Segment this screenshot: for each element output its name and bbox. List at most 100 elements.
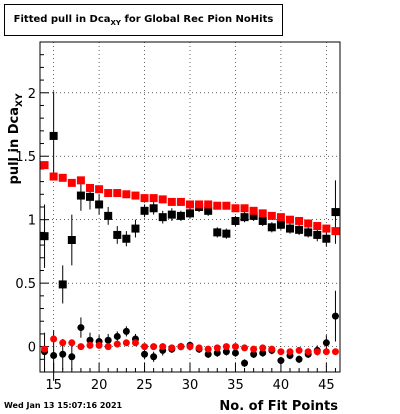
data-point-square [149,194,158,203]
data-point-circle [295,346,303,354]
data-point-square [249,206,258,215]
data-point-square [104,211,113,220]
data-point-square [49,172,58,181]
data-point-circle [41,345,49,353]
y-tick-label: 0.5 [15,277,36,292]
data-point-circle [68,353,76,361]
data-point-square [158,195,167,204]
data-point-square [240,213,249,222]
data-point-square [240,204,249,213]
y-axis-label-subscript: XY [15,93,25,107]
data-point-circle [222,343,230,351]
data-point-square [104,189,113,198]
y-tick-label: 0 [28,341,36,356]
data-point-square [313,222,322,231]
data-point-square [58,173,67,182]
data-point-square [267,223,276,232]
data-point-square [295,216,304,225]
data-point-circle [150,343,158,351]
data-point-square [186,200,194,209]
data-point-circle [331,348,339,356]
x-tick-label: 20 [91,378,108,393]
data-point-square [304,219,313,228]
data-point-square [40,161,49,170]
data-point-square [86,183,94,192]
data-point-circle [168,344,176,352]
data-point-square [95,200,104,209]
data-point-square [322,224,331,233]
y-tick-label: 1.5 [15,150,36,165]
data-point-square [286,224,294,233]
data-point-square [313,230,322,239]
chart-title-main: Fitted pull in Dca [13,14,111,25]
data-point-circle [204,345,212,353]
data-point-circle [213,344,221,352]
data-point-square [249,211,258,220]
data-point-circle [131,339,139,347]
data-point-circle [277,357,285,365]
data-point-square [258,216,267,225]
data-point-circle [331,312,339,320]
data-point-circle [104,343,112,351]
x-tick-label: 40 [273,378,290,393]
data-point-square [149,204,158,213]
data-point-circle [50,335,58,343]
data-point-square [58,280,67,289]
data-point-circle [204,350,212,358]
data-point-circle [141,350,149,358]
data-point-square [158,213,167,222]
data-point-circle [113,340,121,348]
data-point-circle [113,332,121,340]
data-point-circle [195,344,203,352]
data-point-square [231,216,240,225]
data-marks [40,91,340,381]
data-point-square [122,190,131,199]
data-point-circle [59,339,67,347]
footer-date: Wed Jan 13 15:07:16 2021 [4,401,123,410]
data-point-circle [231,343,239,351]
series-0 [40,91,340,304]
series-3 [41,335,339,356]
axis-ticks: 15 20 25 30 35 40 45 0 0.5 1 1.5 2 [15,54,336,393]
data-point-circle [250,345,258,353]
y-tick-label: 1 [28,214,36,229]
data-point-circle [122,327,130,335]
chart-title: Fitted pull in DcaXY for Global Rec Pion… [5,14,282,27]
x-tick-label: 45 [318,378,335,393]
data-point-square [331,208,340,217]
data-point-circle [304,348,312,356]
data-point-square [67,178,76,187]
data-point-square [213,201,222,210]
data-point-square [304,228,313,237]
data-point-square [167,197,176,206]
data-point-circle [222,348,230,356]
x-tick-label: 35 [227,378,244,393]
data-point-square [67,236,76,244]
data-point-square [222,201,231,210]
data-point-circle [259,349,267,357]
x-tick-label: 30 [182,378,199,393]
data-point-square [140,194,149,203]
data-point-circle [77,324,85,332]
data-point-circle [95,341,103,349]
data-point-square [258,209,267,218]
data-point-square [113,189,122,198]
data-point-circle [322,348,330,356]
data-point-square [276,213,285,222]
data-point-square [204,206,213,215]
series-1 [40,161,340,236]
data-point-square [140,206,149,215]
data-point-circle [286,348,294,356]
data-point-square [276,220,285,229]
data-point-square [331,227,340,236]
data-point-circle [277,348,285,356]
data-point-circle [68,339,76,347]
chart-title-subscript: XY [110,19,121,27]
y-axis-label: pull in DcaXY [7,93,25,184]
data-point-square [186,209,194,218]
data-point-square [76,176,85,185]
data-point-square [76,191,85,200]
data-point-circle [59,350,67,358]
data-point-circle [241,344,249,352]
